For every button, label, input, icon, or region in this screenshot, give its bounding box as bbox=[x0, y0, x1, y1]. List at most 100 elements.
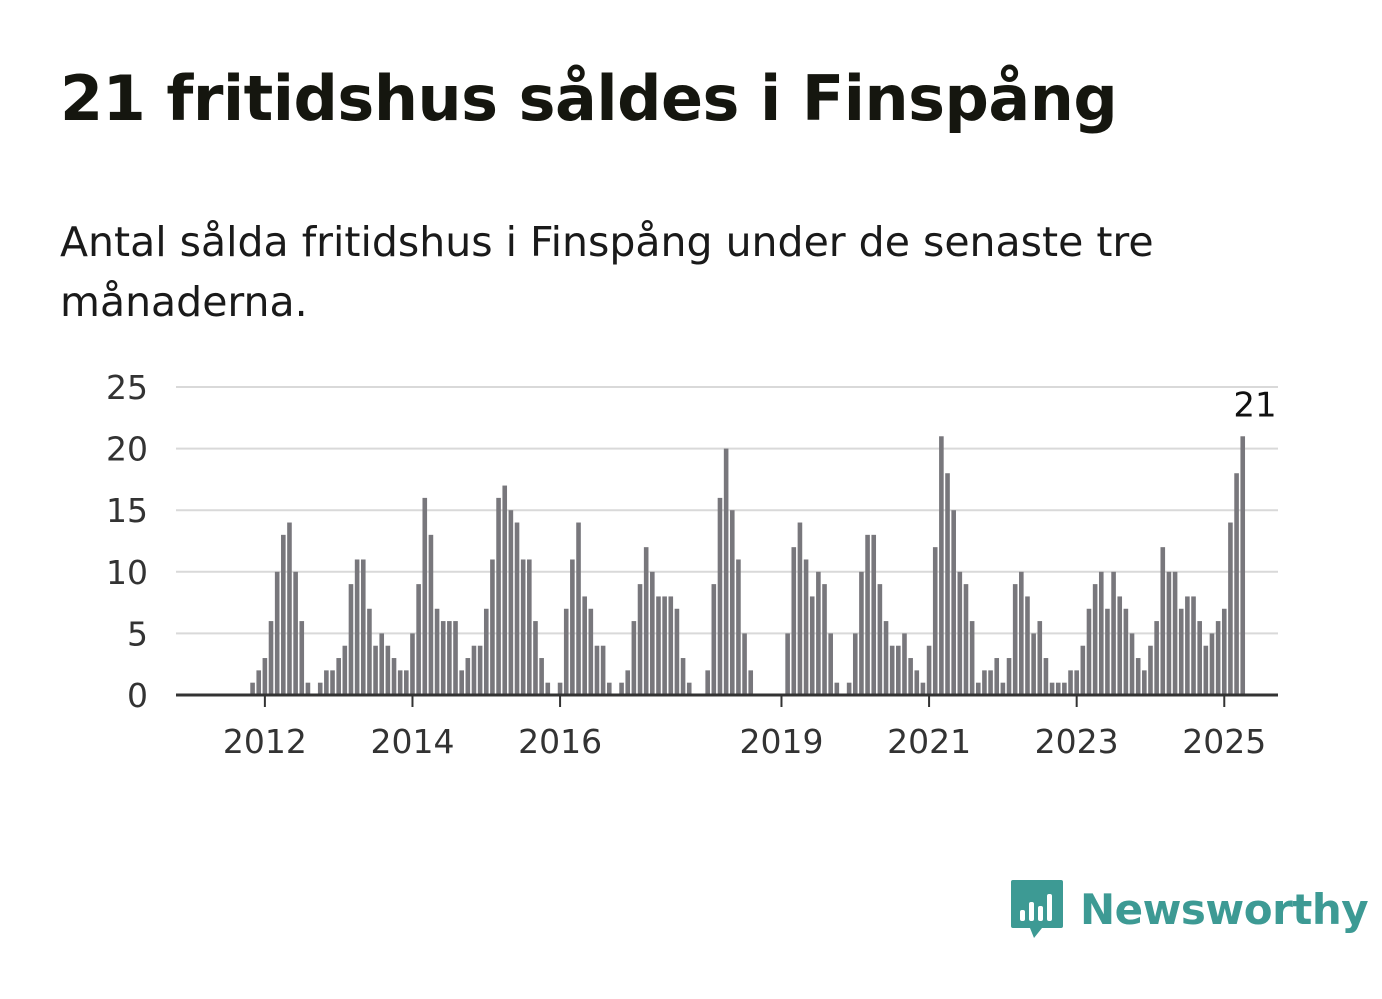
y-tick-label-20: 20 bbox=[106, 430, 148, 469]
bar bbox=[803, 559, 809, 695]
bar bbox=[883, 621, 889, 695]
bar bbox=[846, 682, 852, 695]
bar bbox=[889, 645, 895, 695]
bar bbox=[1117, 596, 1123, 695]
bar bbox=[250, 682, 255, 695]
bar bbox=[262, 658, 268, 695]
bar bbox=[865, 534, 870, 695]
bar bbox=[391, 658, 397, 695]
bar bbox=[533, 621, 538, 695]
bar bbox=[483, 608, 489, 695]
bar bbox=[379, 633, 385, 695]
x-tick-label-2021: 2021 bbox=[887, 722, 971, 761]
bar bbox=[1031, 633, 1036, 695]
y-tick-label-0: 0 bbox=[127, 676, 148, 715]
bar bbox=[1221, 608, 1227, 695]
bar bbox=[1080, 645, 1086, 695]
bar bbox=[1215, 621, 1221, 695]
bar bbox=[1129, 633, 1135, 695]
bar bbox=[1092, 584, 1098, 695]
bar bbox=[1228, 522, 1233, 695]
bar bbox=[742, 633, 747, 695]
bar bbox=[939, 436, 944, 695]
bar bbox=[822, 584, 827, 695]
bar bbox=[576, 522, 581, 695]
bar bbox=[514, 522, 520, 695]
bar bbox=[447, 621, 452, 695]
bar bbox=[428, 534, 434, 695]
bar bbox=[256, 670, 262, 695]
x-tick-label-2016: 2016 bbox=[518, 722, 602, 761]
bar bbox=[834, 682, 840, 695]
bar bbox=[957, 571, 963, 695]
bar bbox=[471, 645, 477, 695]
bar bbox=[1240, 436, 1246, 695]
x-tick-label-2025: 2025 bbox=[1182, 722, 1266, 761]
bar bbox=[1049, 682, 1055, 695]
bar bbox=[1123, 608, 1129, 695]
bar bbox=[748, 670, 754, 695]
bar bbox=[539, 658, 544, 695]
bar bbox=[342, 645, 348, 695]
bar bbox=[1154, 621, 1159, 695]
bar bbox=[508, 510, 514, 695]
bar bbox=[287, 522, 292, 695]
bar bbox=[1197, 621, 1202, 695]
bar bbox=[729, 510, 735, 695]
bar bbox=[680, 658, 686, 695]
bar bbox=[1019, 571, 1024, 695]
bar bbox=[932, 547, 938, 695]
bar bbox=[631, 621, 637, 695]
bar bbox=[1135, 658, 1141, 695]
bar bbox=[1000, 682, 1006, 695]
bar bbox=[926, 645, 932, 695]
bar bbox=[557, 682, 563, 695]
bar bbox=[643, 547, 649, 695]
bar bbox=[816, 571, 821, 695]
newsworthy-logo: Newsworthy bbox=[1010, 876, 1369, 942]
x-tick-label-2014: 2014 bbox=[370, 722, 454, 761]
bar bbox=[797, 522, 803, 695]
bar bbox=[434, 608, 440, 695]
bar bbox=[1191, 596, 1196, 695]
bar bbox=[1055, 682, 1061, 695]
bar bbox=[1111, 571, 1116, 695]
x-tick-label-2023: 2023 bbox=[1035, 722, 1119, 761]
bar bbox=[1166, 571, 1172, 695]
bar bbox=[545, 682, 551, 695]
bar bbox=[582, 596, 587, 695]
bar bbox=[1012, 584, 1018, 695]
bar bbox=[1043, 658, 1049, 695]
bar bbox=[348, 584, 354, 695]
y-tick-label-10: 10 bbox=[106, 553, 148, 592]
bar bbox=[373, 645, 378, 695]
bar bbox=[305, 682, 311, 695]
bar bbox=[299, 621, 305, 695]
bar bbox=[354, 559, 360, 695]
bar bbox=[1142, 670, 1147, 695]
bar bbox=[268, 621, 274, 695]
bar bbox=[914, 670, 920, 695]
bar bbox=[520, 559, 526, 695]
axes bbox=[176, 693, 1278, 707]
bar bbox=[908, 658, 913, 695]
bar bbox=[828, 633, 833, 695]
bar bbox=[988, 670, 993, 695]
bar bbox=[717, 497, 723, 695]
x-tick-label-2019: 2019 bbox=[739, 722, 823, 761]
bar bbox=[896, 645, 901, 695]
bar bbox=[859, 571, 864, 695]
bar bbox=[982, 670, 987, 695]
bar bbox=[440, 621, 446, 695]
bar bbox=[1105, 608, 1110, 695]
bar bbox=[385, 645, 391, 695]
bar bbox=[330, 670, 335, 695]
bar bbox=[422, 497, 428, 695]
bar bbox=[1037, 621, 1043, 695]
bar bbox=[723, 448, 729, 695]
bar bbox=[397, 670, 403, 695]
bar bbox=[736, 559, 741, 695]
bar bbox=[1062, 682, 1067, 695]
